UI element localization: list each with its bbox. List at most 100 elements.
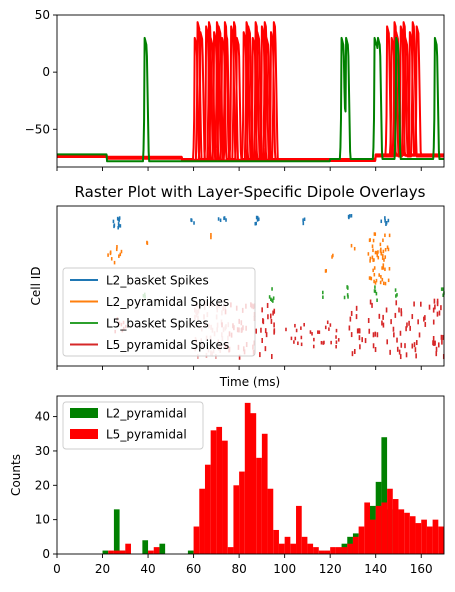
histogram-bar bbox=[142, 540, 149, 554]
raster-spike bbox=[272, 299, 274, 303]
raster-spike bbox=[348, 325, 351, 331]
histogram-bar bbox=[108, 550, 114, 554]
histogram-bar bbox=[148, 550, 154, 554]
histogram-bar bbox=[210, 430, 217, 554]
histogram-bar bbox=[204, 464, 211, 554]
raster-spike bbox=[434, 304, 436, 310]
histogram-y-tick-label: 30 bbox=[35, 444, 50, 458]
raster-spike bbox=[436, 301, 439, 307]
histogram-ylabel: Counts bbox=[9, 454, 23, 496]
raster-legend-box bbox=[62, 267, 256, 357]
raster-spike bbox=[223, 216, 225, 221]
raster-spike bbox=[109, 251, 112, 256]
raster-spike bbox=[332, 253, 334, 258]
raster-spike bbox=[367, 252, 370, 256]
raster-spike bbox=[293, 340, 295, 344]
raster-spike bbox=[435, 351, 438, 357]
raster-spike bbox=[118, 254, 120, 258]
voltage-y-tick-label: −50 bbox=[25, 122, 50, 136]
raster-spike bbox=[254, 221, 257, 226]
histogram-bar bbox=[119, 550, 126, 554]
histogram-bar bbox=[421, 519, 427, 554]
raster-spike bbox=[350, 243, 353, 248]
raster-spike bbox=[330, 340, 332, 345]
raster-spike bbox=[415, 353, 417, 359]
voltage-traces bbox=[56, 21, 445, 163]
histogram-bar bbox=[159, 543, 166, 554]
histogram-bar bbox=[125, 543, 131, 554]
histogram-x-tick-label: 120 bbox=[319, 562, 342, 576]
histogram-bar bbox=[239, 471, 245, 554]
histogram-bar bbox=[318, 550, 325, 554]
raster-spike bbox=[371, 302, 373, 308]
raster-spike bbox=[346, 293, 349, 297]
raster-spike bbox=[256, 218, 259, 222]
histogram-x-ticks: 0 20 40 60 80 100 120 140 160 bbox=[53, 554, 433, 576]
raster-spike bbox=[384, 247, 387, 252]
raster-spike bbox=[268, 295, 271, 299]
raster-spike bbox=[384, 267, 386, 272]
histogram-y-tick-label: 0 bbox=[42, 547, 50, 561]
raster-spike bbox=[356, 328, 359, 334]
raster-spike bbox=[262, 319, 265, 325]
histogram-x-tick-label: 20 bbox=[95, 562, 110, 576]
raster-spike bbox=[116, 216, 119, 221]
raster-spike bbox=[318, 330, 321, 334]
raster-spike bbox=[358, 328, 360, 334]
histogram-bars bbox=[102, 402, 444, 554]
raster-spike bbox=[313, 337, 315, 342]
histogram-x-tick-label: 40 bbox=[140, 562, 155, 576]
raster-spike bbox=[371, 255, 374, 260]
raster-spike bbox=[302, 221, 305, 226]
raster-spike bbox=[373, 266, 376, 270]
raster-spike bbox=[434, 340, 436, 346]
histogram-x-tick-label: 80 bbox=[231, 562, 246, 576]
raster-title: Raster Plot with Layer-Specific Dipole O… bbox=[75, 183, 426, 201]
raster-spike bbox=[382, 249, 385, 254]
raster-spike bbox=[359, 344, 361, 350]
raster-spike bbox=[382, 314, 384, 320]
raster-spike bbox=[374, 250, 377, 255]
raster-spike bbox=[294, 336, 297, 341]
raster-spike bbox=[264, 346, 267, 352]
raster-spike bbox=[388, 267, 391, 271]
histogram-bar bbox=[296, 505, 302, 554]
histogram-bar bbox=[278, 543, 285, 554]
raster-spike bbox=[432, 319, 435, 325]
raster-spike bbox=[272, 296, 275, 300]
raster-spike bbox=[394, 288, 397, 292]
raster-spike bbox=[368, 276, 371, 280]
raster-spike bbox=[303, 322, 305, 327]
raster-spike bbox=[373, 272, 376, 277]
raster-spike bbox=[420, 301, 422, 307]
raster-spike bbox=[300, 335, 303, 340]
raster-spike bbox=[270, 297, 272, 302]
raster-spike bbox=[335, 335, 337, 339]
histogram-y-tick-label: 10 bbox=[35, 513, 50, 527]
raster-spike bbox=[409, 325, 411, 331]
raster-spike bbox=[255, 215, 258, 220]
raster-spike bbox=[374, 331, 377, 337]
raster-spike bbox=[437, 342, 440, 348]
raster-spike bbox=[107, 253, 109, 257]
raster-spike bbox=[442, 293, 444, 297]
raster-spike bbox=[385, 220, 388, 225]
raster-spike bbox=[295, 328, 298, 333]
histogram-bar bbox=[113, 550, 120, 554]
histogram-x-tick-label: 0 bbox=[53, 562, 61, 576]
raster-spike bbox=[382, 281, 385, 286]
raster-spike bbox=[381, 320, 383, 326]
raster-spike bbox=[376, 250, 378, 255]
raster-spike bbox=[418, 332, 421, 338]
voltage-y-tick-label: 0 bbox=[42, 65, 50, 79]
raster-spike bbox=[396, 337, 398, 343]
raster-legend-label: L2_basket Spikes bbox=[106, 274, 209, 288]
raster-spike bbox=[384, 219, 386, 223]
raster-spike bbox=[424, 315, 426, 321]
raster-spike bbox=[383, 258, 385, 262]
raster-spike bbox=[441, 339, 443, 345]
raster-spike bbox=[382, 263, 385, 267]
raster-spike bbox=[432, 336, 435, 341]
histogram-bar bbox=[370, 519, 376, 554]
raster-spike bbox=[379, 242, 382, 247]
